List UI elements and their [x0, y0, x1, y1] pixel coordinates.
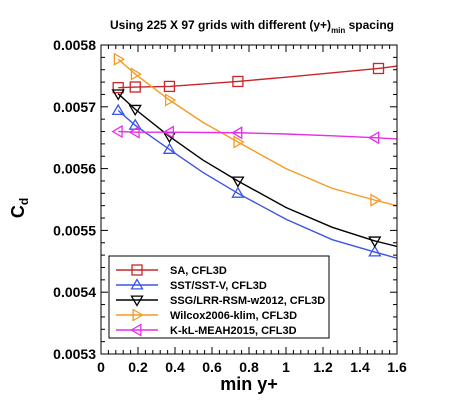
- series-4: [113, 52, 397, 207]
- chart-title: Using 225 X 97 grids with different (y+)…: [110, 18, 394, 35]
- x-tick-label: 1.4: [350, 359, 370, 375]
- x-tick-label: 1.2: [313, 359, 333, 375]
- data-point: [162, 125, 174, 139]
- data-point: [370, 193, 382, 207]
- y-axis-label-main: C: [8, 205, 28, 218]
- series-line: [118, 130, 397, 140]
- x-tick-label: 0.2: [128, 359, 148, 375]
- data-point: [129, 81, 141, 93]
- data-point: [111, 124, 123, 139]
- series-line: [117, 58, 397, 207]
- y-tick-label: 0.0053: [53, 346, 96, 362]
- series-line: [118, 65, 397, 89]
- data-point: [232, 75, 244, 88]
- x-tick-label: 0.8: [239, 359, 259, 375]
- y-tick-label: 0.0055: [53, 222, 96, 238]
- chart-title-suffix: spacing: [345, 18, 394, 32]
- x-tick-label: 1: [282, 359, 290, 375]
- chart-title-main: Using 225 X 97 grids with different (y+): [110, 18, 331, 32]
- legend-marker: [131, 264, 143, 276]
- axes-layer: 0 0.2 0.4 0.6 0.8 1 1.2 1.4 1.6 0.0053 0.0054 0.005…: [53, 37, 407, 375]
- y-axis-label: Cd: [8, 198, 31, 218]
- y-tick-label: 0.0054: [53, 284, 96, 300]
- data-point: [162, 142, 177, 154]
- y-tick-label: 0.0057: [53, 99, 96, 115]
- legend-marker: [132, 308, 144, 322]
- data-point: [128, 125, 140, 139]
- legend-label: SST/SST-V, CFL3D: [170, 280, 267, 292]
- data-point: [111, 103, 125, 116]
- legend-label: SA, CFL3D: [170, 265, 227, 277]
- series-line: [117, 93, 397, 248]
- legend-marker: [130, 323, 142, 337]
- data-point: [231, 186, 245, 198]
- data-point: [233, 135, 245, 149]
- data-point: [163, 80, 176, 93]
- legend-label: K-kL-MEAH2015, CFL3D: [170, 325, 297, 337]
- data-point: [111, 89, 125, 101]
- x-tick-label: 0: [97, 359, 105, 375]
- series-layer: [111, 52, 397, 259]
- data-point: [128, 104, 142, 117]
- chart-title-subscript: min: [331, 26, 345, 35]
- data-point: [368, 236, 382, 248]
- y-tick-label: 0.0058: [53, 37, 96, 53]
- x-tick-label: 1.6: [387, 359, 407, 375]
- data-point: [164, 93, 177, 107]
- series-1: [112, 62, 397, 94]
- x-tick-label: 0.4: [165, 359, 185, 375]
- legend: SA, CFL3D SST/SST-V, CFL3D SSG/LRR-RSM-w20…: [108, 255, 330, 339]
- y-tick-label: 0.0056: [53, 161, 96, 177]
- data-point: [130, 67, 143, 81]
- legend-marker: [130, 278, 144, 290]
- data-point: [368, 245, 382, 257]
- legend-label: SSG/LRR-RSM-w2012, CFL3D: [170, 295, 325, 307]
- data-point: [231, 126, 243, 140]
- y-axis-label-subscript: d: [17, 198, 31, 205]
- x-tick-label: 0.6: [202, 359, 222, 375]
- x-axis-label: min y+: [220, 374, 278, 394]
- data-point: [372, 62, 385, 75]
- legend-label: Wilcox2006-klim, CFL3D: [170, 310, 297, 322]
- data-point: [231, 176, 245, 188]
- series-5: [111, 124, 397, 145]
- legend-marker: [130, 295, 144, 307]
- series-line: [117, 109, 397, 259]
- data-point: [113, 52, 125, 66]
- data-point: [112, 81, 124, 94]
- data-point: [368, 131, 380, 145]
